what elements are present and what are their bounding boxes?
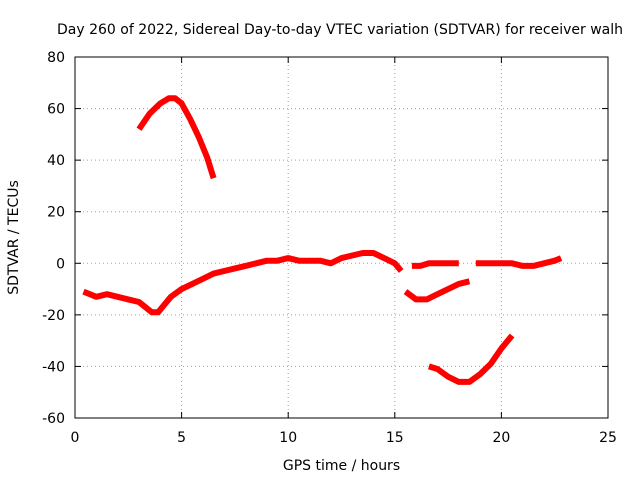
x-tick-label: 15 — [386, 430, 404, 446]
x-tick-label: 10 — [279, 430, 297, 446]
series-line-arc-2 — [82, 250, 404, 316]
series-line-arc-4 — [428, 333, 515, 385]
y-tick-label: -40 — [42, 359, 65, 375]
x-axis-title: GPS time / hours — [283, 458, 400, 474]
x-tick-label: 0 — [71, 430, 80, 446]
y-tick-label: 20 — [47, 205, 65, 221]
series-line-arc-6 — [475, 255, 563, 269]
plot-frame — [74, 56, 609, 419]
y-tick-label: 80 — [47, 50, 65, 66]
y-tick-label: 40 — [47, 153, 65, 169]
series-line-arc-3 — [403, 278, 471, 303]
series-line-arc-5 — [411, 260, 459, 269]
x-tick-label: 25 — [599, 430, 617, 446]
y-tick-label: 60 — [47, 102, 65, 118]
chart-title: Day 260 of 2022, Sidereal Day-to-day VTE… — [57, 22, 623, 38]
x-tick-label: 5 — [177, 430, 186, 446]
series-line-arc-1 — [136, 95, 217, 180]
y-tick-label: 0 — [56, 256, 65, 272]
x-tick-label: 20 — [492, 430, 510, 446]
grid — [75, 57, 608, 418]
y-tick-label: -60 — [42, 411, 65, 427]
y-axis-title: SDTVAR / TECUs — [6, 180, 22, 295]
series-group — [82, 95, 563, 385]
ticks: -60 -40 -20 0 20 40 60 80 0 5 10 15 20 25 — [42, 50, 617, 446]
y-tick-label: -20 — [42, 308, 65, 324]
